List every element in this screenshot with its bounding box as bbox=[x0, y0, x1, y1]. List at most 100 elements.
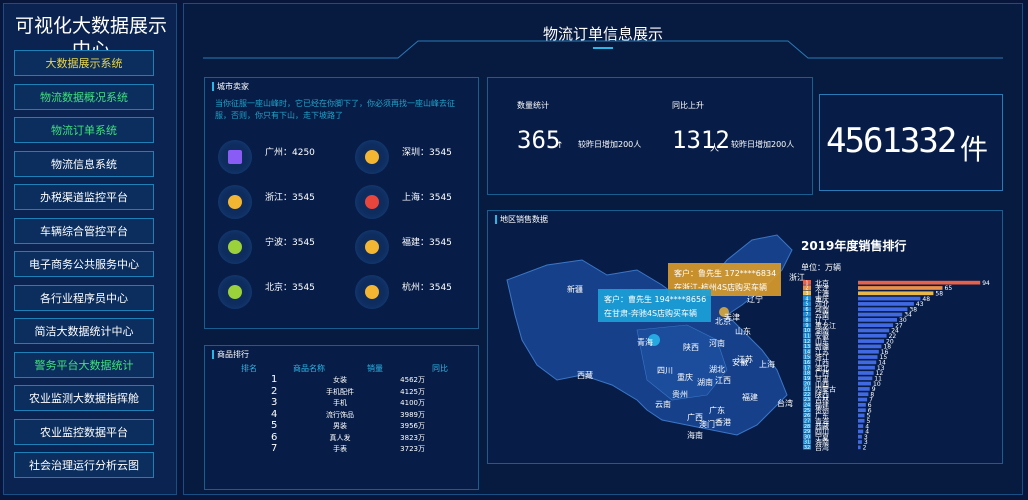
province-label: 辽宁 bbox=[747, 294, 763, 304]
rank-number: 25 bbox=[804, 408, 810, 414]
province-label: 重庆 bbox=[677, 372, 693, 382]
province-label: 台湾 bbox=[777, 398, 793, 408]
value-label: 4 bbox=[865, 423, 869, 430]
value-label: 11 bbox=[874, 375, 882, 382]
bar bbox=[858, 365, 875, 370]
chart-title: 2019年度销售排行 bbox=[801, 238, 906, 253]
bar bbox=[858, 445, 861, 450]
rank-number: 5 bbox=[805, 302, 808, 308]
table-cell: 手机配件 bbox=[326, 387, 354, 396]
menu-item[interactable]: 办税渠道监控平台 bbox=[14, 184, 154, 210]
menu-item[interactable]: 农业监控数据平台 bbox=[14, 418, 154, 445]
tooltip-line: 客户：曹先生 194****8656 bbox=[604, 295, 707, 304]
bar bbox=[858, 307, 908, 312]
menu-item[interactable]: 农业监测大数据指挥舱 bbox=[14, 385, 154, 411]
bar bbox=[858, 360, 877, 365]
value-label: 13 bbox=[877, 365, 885, 372]
city-value: 宁波：3545 bbox=[265, 238, 315, 248]
rank-number: 7 bbox=[805, 312, 808, 318]
value-label: 2 bbox=[863, 445, 867, 452]
value-label: 18 bbox=[883, 344, 891, 351]
bar bbox=[858, 424, 864, 428]
rank-number: 6 bbox=[805, 307, 808, 313]
bar bbox=[858, 402, 866, 407]
menu-item[interactable]: 社会治理运行分析云图 bbox=[14, 452, 154, 478]
value-label: 5 bbox=[867, 418, 871, 425]
rank-number: 13 bbox=[804, 344, 810, 350]
rank-number: 24 bbox=[804, 403, 810, 409]
province-label: 贵州 bbox=[672, 389, 688, 399]
rank-number: 17 bbox=[804, 365, 810, 371]
rank-number: 22 bbox=[804, 392, 810, 398]
value-label: 12 bbox=[876, 370, 884, 377]
rank-number: 9 bbox=[805, 323, 808, 329]
menu-item[interactable]: 物流订单系统 bbox=[14, 117, 154, 143]
city-value: 浙江：3545 bbox=[265, 193, 315, 203]
menu-item[interactable]: 简洁大数据统计中心 bbox=[14, 318, 154, 344]
menu-item[interactable]: 物流信息系统 bbox=[14, 150, 154, 177]
rank-badge bbox=[803, 391, 811, 397]
column-header: 同比 bbox=[432, 364, 448, 373]
rank-badge bbox=[803, 359, 811, 365]
city-icon-mark bbox=[365, 150, 379, 164]
category-label: 湖北 bbox=[815, 363, 829, 372]
panel-title: 城市卖家 bbox=[212, 82, 249, 91]
rank-number: 29 bbox=[804, 429, 810, 435]
category-label: 河北 bbox=[815, 301, 829, 309]
table-cell: 3823万 bbox=[400, 433, 425, 442]
value-label: 6 bbox=[868, 407, 872, 414]
menu-item[interactable]: 物流数据概况系统 bbox=[14, 83, 154, 110]
category-label: 吉林 bbox=[815, 395, 829, 404]
category-label: 安徽 bbox=[815, 331, 829, 340]
total-value: 4561332 bbox=[826, 121, 957, 161]
city-icon-mark bbox=[365, 285, 379, 299]
category-label: 江西 bbox=[815, 359, 829, 367]
rank-badge bbox=[803, 333, 811, 338]
rank-badge bbox=[803, 295, 811, 301]
category-label: 四川 bbox=[815, 428, 829, 436]
bar bbox=[858, 328, 890, 333]
rank-badge bbox=[803, 343, 811, 349]
bar bbox=[858, 429, 864, 434]
value-label: 15 bbox=[880, 354, 888, 361]
bar bbox=[858, 344, 882, 349]
tooltip-line: 客户：鲁先生 172****6834 bbox=[674, 269, 777, 278]
rank-badge bbox=[803, 338, 811, 344]
province-label: 广东 bbox=[709, 405, 725, 415]
stat-label: 同比上升 bbox=[672, 101, 704, 110]
category-label: 广东 bbox=[815, 411, 829, 420]
menu-item[interactable]: 警务平台大数据统计 bbox=[14, 351, 154, 378]
value-label: 24 bbox=[891, 328, 899, 335]
category-label: 青海 bbox=[815, 416, 829, 425]
category-label: 西藏 bbox=[815, 422, 829, 431]
tooltip-line: 在甘肃-奔驰4S店购买车辆 bbox=[604, 309, 698, 318]
table-cell: 4100万 bbox=[400, 399, 425, 407]
value-label: 4 bbox=[865, 429, 869, 436]
value-label: 34 bbox=[904, 312, 912, 319]
category-label: 河南 bbox=[815, 305, 829, 314]
table-cell: 4562万 bbox=[400, 376, 425, 384]
category-label: 广西 bbox=[815, 369, 829, 378]
rank-number: 32 bbox=[804, 445, 810, 451]
stat-note: 较昨日增加200人 bbox=[731, 140, 795, 149]
header-title: 物流订单信息展示 bbox=[542, 25, 663, 43]
rank-number: 10 bbox=[804, 328, 810, 334]
province-label: 澳门 bbox=[699, 419, 715, 429]
bar bbox=[858, 387, 870, 391]
menu-item[interactable]: 大数据展示系统 bbox=[14, 50, 154, 76]
category-label: 新疆 bbox=[815, 342, 829, 351]
rank-number: 26 bbox=[804, 413, 810, 419]
menu-item[interactable]: 各行业程序员中心 bbox=[14, 284, 154, 311]
menu-item[interactable]: 电子商务公共服务中心 bbox=[14, 251, 154, 277]
column-header: 销量 bbox=[367, 364, 383, 373]
bar bbox=[858, 312, 903, 317]
rank-number: 1 bbox=[805, 280, 808, 286]
panel-title: 地区销售数据 bbox=[495, 215, 548, 224]
table-cell: 2 bbox=[271, 385, 278, 397]
rank-number: 20 bbox=[804, 381, 810, 387]
city-value: 福建：3545 bbox=[402, 238, 452, 248]
bar bbox=[858, 317, 897, 322]
city-icon-mark bbox=[228, 195, 242, 209]
menu-item[interactable]: 车辆综合管控平台 bbox=[14, 217, 154, 244]
